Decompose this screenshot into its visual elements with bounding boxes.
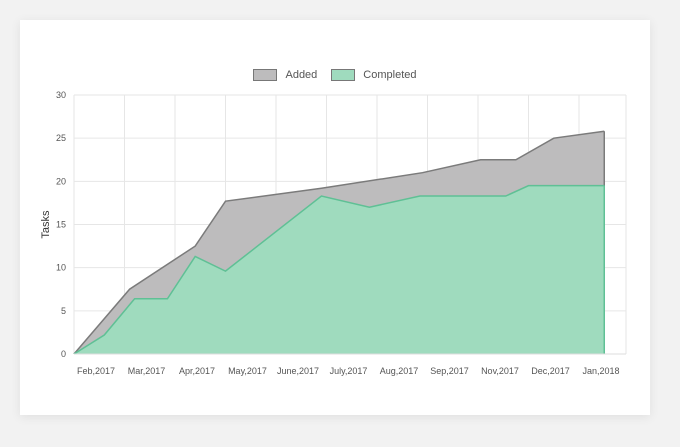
legend: Added Completed (20, 69, 650, 81)
legend-swatch-added (253, 69, 278, 81)
legend-item-completed[interactable]: Completed (331, 69, 417, 81)
legend-label-completed: Completed (363, 69, 417, 81)
y-tick-label: 10 (56, 263, 66, 273)
legend-swatch-completed (331, 69, 356, 81)
x-tick-label: Dec,2017 (531, 366, 570, 376)
x-tick-label: Apr,2017 (179, 366, 215, 376)
legend-item-added[interactable]: Added (253, 69, 317, 81)
x-tick-label: July,2017 (330, 366, 368, 376)
y-tick-label: 0 (61, 349, 66, 359)
y-tick-label: 15 (56, 220, 66, 230)
x-tick-label: June,2017 (277, 366, 319, 376)
x-tick-label: Feb,2017 (77, 366, 115, 376)
series-area-completed (74, 185, 605, 354)
legend-label-added: Added (285, 69, 318, 81)
x-tick-label: May,2017 (228, 366, 267, 376)
x-tick-label: Sep,2017 (430, 366, 469, 376)
y-tick-label: 20 (56, 176, 66, 186)
y-tick-label: 25 (56, 133, 66, 143)
y-axis-title: Tasks (40, 210, 52, 239)
y-tick-label: 30 (56, 90, 66, 100)
series-line-completed (73, 184, 605, 355)
series-line-added (73, 130, 605, 355)
x-tick-label: Aug,2017 (380, 366, 419, 376)
x-tick-label: Nov,2017 (481, 366, 519, 376)
x-tick-label: Mar,2017 (128, 366, 166, 376)
y-tick-label: 5 (61, 306, 66, 316)
x-tick-label: Jan,2018 (582, 366, 619, 376)
